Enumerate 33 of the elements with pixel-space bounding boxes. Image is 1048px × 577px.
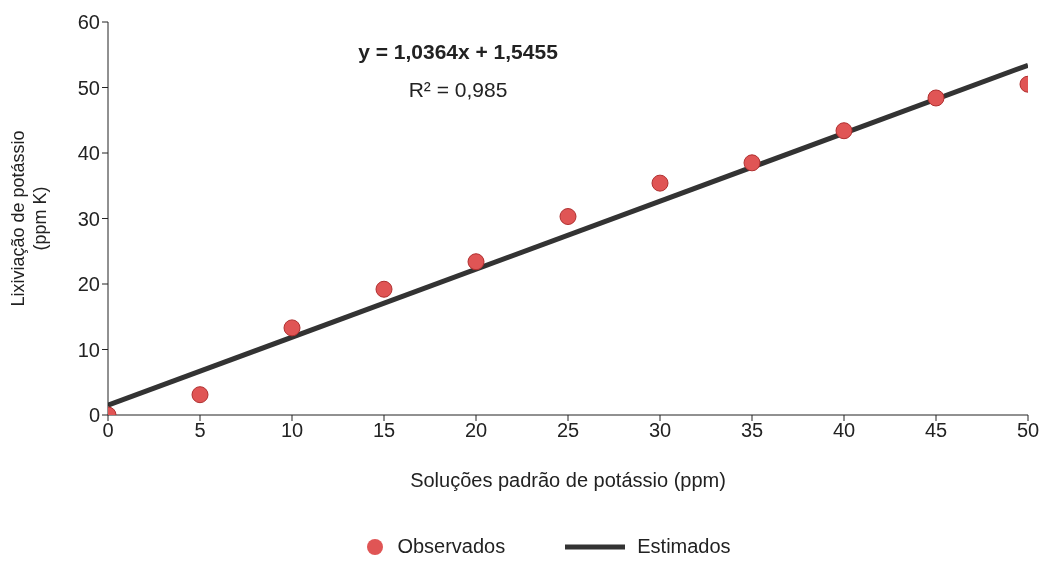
x-tick-label: 25 [556,419,580,442]
x-tick-label: 15 [372,419,396,442]
y-tick-label: 60 [77,11,100,34]
point [467,253,485,271]
point [283,319,301,337]
point [375,280,393,298]
x-tick-label: 5 [194,419,206,442]
x-tick-label: 35 [740,419,764,442]
point [927,89,945,107]
x-axis-title: Soluções padrão de potássio (ppm) [410,469,726,491]
point [743,154,761,172]
x-tick-label: 20 [464,419,488,442]
annotation: R² = 0,985 [407,78,509,102]
annotation: y = 1,0364x + 1,5455 [357,40,559,64]
point [651,174,669,192]
y-tick-label: 10 [77,338,100,361]
point [559,208,577,226]
x-tick-label: 0 [102,419,114,442]
legend-label: Estimados [637,535,731,558]
point [191,386,209,404]
y-tick-label: 0 [88,404,100,427]
x-tick-label: 50 [1016,419,1040,442]
x-tick-label: 30 [648,419,672,442]
legend-label: Observados [397,535,506,558]
y-tick-label: 50 [77,76,100,99]
x-tick-label: 10 [280,419,304,442]
x-tick-label: 45 [924,419,948,442]
y-tick-label: 30 [77,207,100,230]
y-axis-title: Lixiviação de potássio (ppm K) [8,130,50,307]
y-tick-label: 20 [77,273,100,296]
x-tick-label: 40 [832,419,856,442]
point [835,122,853,140]
y-tick-label: 40 [77,142,100,165]
